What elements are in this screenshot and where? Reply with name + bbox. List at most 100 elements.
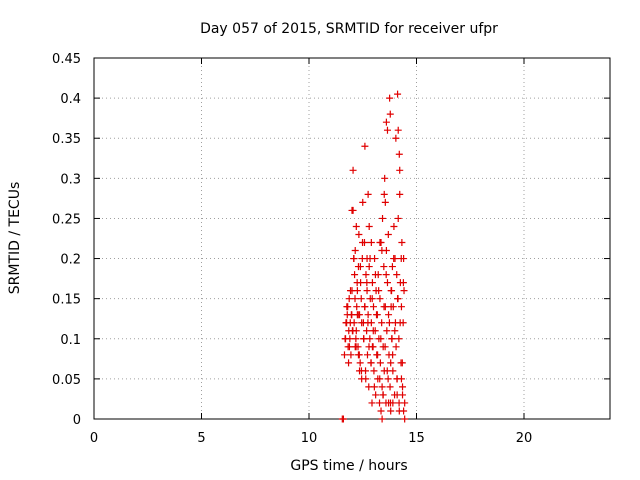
data-point	[376, 375, 384, 383]
data-point	[376, 399, 384, 407]
data-point	[381, 198, 389, 206]
data-point	[378, 415, 386, 423]
data-point	[367, 359, 375, 367]
data-point	[397, 303, 405, 311]
y-tick-label: 0.25	[52, 212, 81, 227]
data-point	[372, 391, 380, 399]
y-tick-label: 0.05	[52, 373, 81, 388]
data-point	[380, 303, 388, 311]
y-tick-label: 0.4	[60, 92, 81, 107]
data-point	[384, 230, 392, 238]
data-point	[346, 287, 354, 295]
data-point	[399, 391, 407, 399]
data-point	[385, 311, 393, 319]
data-point	[363, 287, 371, 295]
data-point	[364, 311, 372, 319]
data-point	[395, 150, 403, 158]
data-point	[399, 383, 407, 391]
data-point	[343, 303, 351, 311]
data-point	[389, 351, 397, 359]
data-point	[363, 255, 371, 263]
x-tick-label: 15	[408, 431, 425, 446]
data-point	[352, 222, 360, 230]
data-point	[394, 214, 402, 222]
data-point	[381, 343, 389, 351]
data-point	[379, 214, 387, 222]
data-point	[357, 295, 365, 303]
data-point	[397, 255, 405, 263]
data-point	[379, 391, 387, 399]
data-point	[383, 367, 391, 375]
data-point	[380, 190, 388, 198]
data-point	[340, 351, 348, 359]
data-point	[378, 383, 386, 391]
data-point	[363, 351, 371, 359]
data-point	[385, 319, 393, 327]
data-point	[353, 311, 361, 319]
data-point	[364, 190, 372, 198]
data-point	[353, 303, 361, 311]
data-point	[390, 222, 398, 230]
data-point	[375, 287, 383, 295]
data-point	[383, 279, 391, 287]
y-tick-label: 0.1	[60, 333, 81, 348]
data-point	[393, 271, 401, 279]
data-point	[363, 279, 371, 287]
data-point	[348, 206, 356, 214]
data-point	[362, 271, 370, 279]
data-point	[381, 174, 389, 182]
data-point	[370, 367, 378, 375]
data-point	[392, 134, 400, 142]
data-point	[360, 335, 368, 343]
data-point	[358, 319, 366, 327]
data-point	[364, 319, 372, 327]
x-tick-label: 20	[516, 431, 533, 446]
x-tick-label: 5	[197, 431, 205, 446]
data-point	[342, 319, 350, 327]
y-tick-label: 0.45	[52, 52, 81, 67]
data-point	[359, 239, 367, 247]
data-point	[370, 383, 378, 391]
data-point	[365, 263, 373, 271]
data-point	[356, 367, 364, 375]
data-point	[354, 351, 362, 359]
data-point	[387, 359, 395, 367]
data-point	[386, 94, 394, 102]
data-point	[351, 295, 359, 303]
data-point	[352, 335, 360, 343]
y-tick-label: 0	[73, 413, 81, 428]
data-point	[369, 327, 377, 335]
data-point	[392, 343, 400, 351]
data-point	[350, 319, 358, 327]
data-point	[380, 263, 388, 271]
data-point	[397, 375, 405, 383]
data-point	[356, 263, 364, 271]
data-point	[353, 287, 361, 295]
y-tick-label: 0.2	[60, 253, 81, 268]
data-point	[377, 335, 385, 343]
data-point	[374, 351, 382, 359]
data-point	[353, 279, 361, 287]
data-point	[396, 319, 404, 327]
data-point	[400, 407, 408, 415]
data-point	[361, 142, 369, 150]
data-point	[368, 343, 376, 351]
data-point	[351, 343, 359, 351]
data-point	[377, 407, 385, 415]
y-axis-label: SRMTID / TECUs	[7, 182, 23, 295]
data-point	[339, 415, 347, 423]
data-point	[361, 303, 369, 311]
data-point	[368, 399, 376, 407]
data-point	[387, 407, 395, 415]
x-tick-label: 10	[301, 431, 318, 446]
chart-title: Day 057 of 2015, SRMTID for receiver ufp…	[200, 21, 498, 37]
data-point	[390, 255, 398, 263]
grid-lines	[94, 58, 610, 419]
data-point	[395, 335, 403, 343]
data-point	[351, 247, 359, 255]
data-point	[391, 327, 399, 335]
y-tick-label: 0.15	[52, 293, 81, 308]
data-point	[373, 311, 381, 319]
